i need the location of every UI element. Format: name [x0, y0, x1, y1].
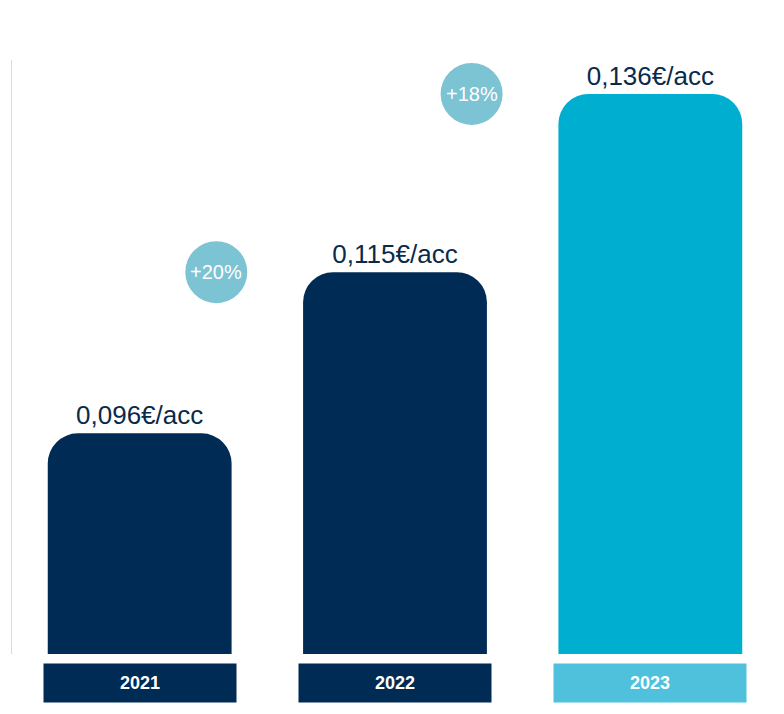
svg-text:2022: 2022	[375, 673, 415, 693]
svg-text:+20%: +20%	[190, 261, 242, 283]
svg-text:+18%: +18%	[446, 83, 498, 105]
svg-text:0,096€/acc: 0,096€/acc	[76, 400, 203, 430]
svg-text:2023: 2023	[630, 673, 670, 693]
svg-text:0,115€/acc: 0,115€/acc	[332, 239, 457, 269]
svg-text:2021: 2021	[120, 673, 160, 693]
svg-text:0,136€/acc: 0,136€/acc	[587, 61, 714, 91]
